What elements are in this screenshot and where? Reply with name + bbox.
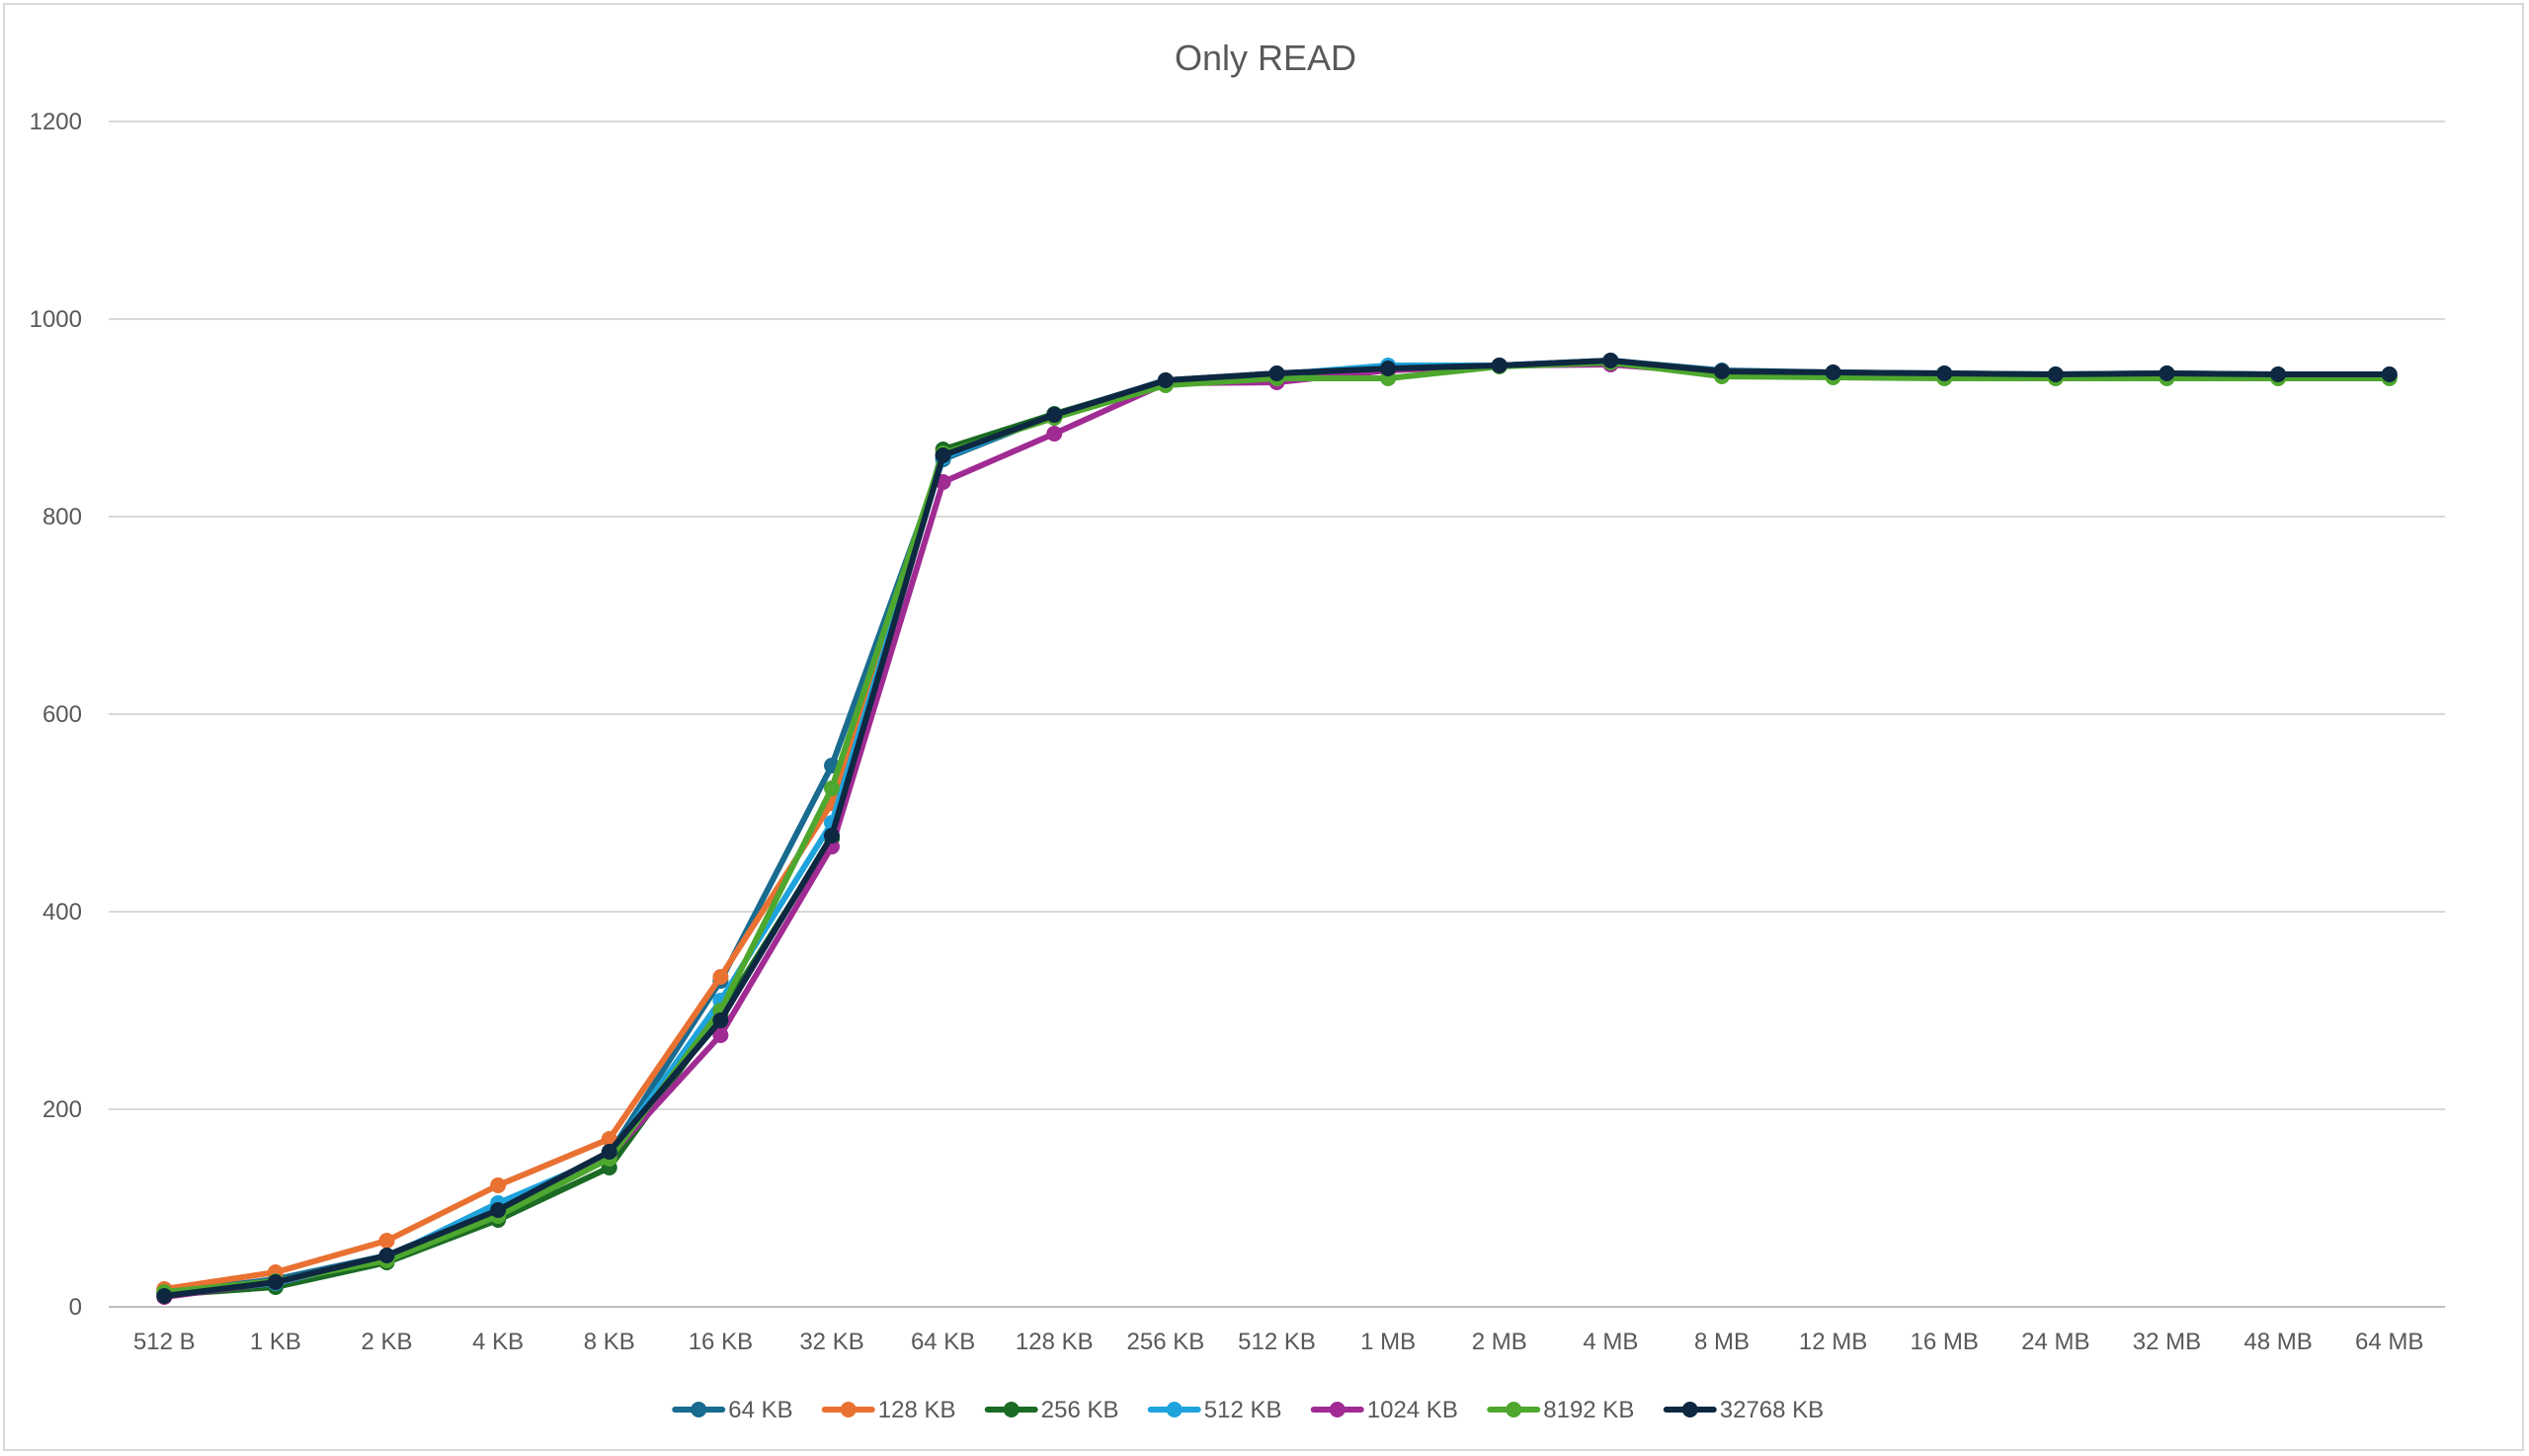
x-tick-label: 8 KB	[584, 1329, 635, 1355]
data-point	[156, 1288, 173, 1304]
legend-label: 64 KB	[728, 1397, 792, 1423]
series-line	[161, 358, 2393, 1296]
data-point	[712, 1012, 729, 1028]
data-point	[1491, 358, 1508, 373]
legend-item: 32768 KB	[1663, 1397, 1824, 1423]
y-tick-label: 600	[42, 701, 82, 728]
x-tick-label: 2 KB	[362, 1329, 413, 1355]
data-point	[2159, 365, 2175, 381]
data-point	[2047, 366, 2064, 382]
y-tick-label: 0	[69, 1294, 82, 1321]
y-axis-ticks: 0 200 400 600 800 1000 1200	[30, 109, 82, 1321]
data-point	[935, 447, 951, 463]
x-tick-label: 1 KB	[250, 1329, 301, 1355]
y-tick-label: 200	[42, 1096, 82, 1123]
data-point	[1936, 365, 1953, 381]
legend-item: 8192 KB	[1487, 1397, 1634, 1423]
x-tick-label: 512 B	[133, 1329, 196, 1355]
y-tick-label: 1000	[30, 306, 82, 333]
data-point	[2270, 366, 2287, 382]
series-line	[161, 358, 2393, 1299]
legend-swatch-marker	[691, 1402, 707, 1417]
legend-label: 32768 KB	[1720, 1397, 1824, 1423]
x-tick-label: 24 MB	[2021, 1329, 2089, 1355]
legend-label: 256 KB	[1041, 1397, 1119, 1423]
legend-item: 512 KB	[1147, 1397, 1282, 1423]
legend-item: 1024 KB	[1310, 1397, 1458, 1423]
x-tick-label: 16 MB	[1911, 1329, 1979, 1355]
data-point	[267, 1274, 284, 1290]
legend-item: 128 KB	[821, 1397, 956, 1423]
data-point	[1268, 365, 1285, 381]
data-point	[824, 828, 841, 844]
legend-swatch-marker	[1506, 1402, 1522, 1417]
series-line	[161, 360, 2393, 1295]
data-point	[1046, 426, 1063, 442]
gridlines	[109, 121, 2445, 1308]
legend-label: 512 KB	[1204, 1397, 1282, 1423]
data-point	[490, 1202, 507, 1218]
data-point	[824, 780, 841, 796]
legend-swatch-marker	[1166, 1402, 1183, 1417]
series-line	[161, 362, 2393, 1300]
x-tick-label: 4 KB	[472, 1329, 524, 1355]
x-tick-label: 12 MB	[1799, 1329, 1867, 1355]
legend-swatch-marker	[1003, 1402, 1020, 1417]
series-1024-kb	[156, 357, 2398, 1305]
data-point	[712, 969, 729, 985]
x-tick-label: 64 MB	[2355, 1329, 2423, 1355]
x-tick-label: 2 MB	[1472, 1329, 1527, 1355]
series-256-kb	[156, 354, 2398, 1303]
legend-swatch-marker	[1329, 1402, 1346, 1417]
data-point	[1602, 353, 1619, 368]
legend-swatch-marker	[840, 1402, 857, 1417]
x-tick-label: 4 MB	[1583, 1329, 1638, 1355]
x-tick-label: 1 MB	[1360, 1329, 1416, 1355]
legend-item: 64 KB	[672, 1397, 793, 1423]
series-8192-kb	[156, 355, 2398, 1300]
data-point	[1157, 372, 1174, 388]
x-axis-ticks: 512 B 1 KB 2 KB 4 KB 8 KB 16 KB 32 KB 64 KB 128 …	[133, 1329, 2423, 1355]
chart-frame: Only READ 0 200 400 600 800 1000 1200 512 B 1 K…	[3, 3, 2524, 1451]
data-point	[1713, 364, 1730, 379]
y-tick-label: 400	[42, 899, 82, 926]
legend-label: 8192 KB	[1543, 1397, 1634, 1423]
data-point	[601, 1144, 617, 1160]
y-tick-label: 800	[42, 504, 82, 530]
data-point	[1380, 361, 1397, 376]
series-64-kb	[156, 353, 2398, 1301]
series-line	[161, 358, 2393, 1297]
series-32768-kb	[156, 353, 2398, 1304]
data-point	[712, 1027, 729, 1043]
data-point	[2381, 366, 2398, 382]
series-line	[161, 359, 2393, 1292]
data-point	[378, 1248, 395, 1263]
data-point	[1825, 364, 1841, 380]
series-group	[156, 353, 2398, 1305]
chart-title: Only READ	[1175, 38, 1356, 78]
legend-label: 128 KB	[878, 1397, 956, 1423]
legend-swatch-marker	[1681, 1402, 1698, 1417]
line-chart: Only READ 0 200 400 600 800 1000 1200 512 B 1 K…	[30, 38, 2445, 1423]
series-line	[161, 359, 2393, 1298]
legend-item: 256 KB	[984, 1397, 1119, 1423]
data-point	[490, 1177, 507, 1193]
data-point	[1046, 407, 1063, 423]
x-tick-label: 8 MB	[1694, 1329, 1750, 1355]
x-tick-label: 256 KB	[1127, 1329, 1205, 1355]
x-tick-label: 512 KB	[1238, 1329, 1316, 1355]
y-tick-label: 1200	[30, 109, 82, 135]
series-512-kb	[156, 353, 2398, 1302]
legend-label: 1024 KB	[1367, 1397, 1458, 1423]
x-tick-label: 64 KB	[911, 1329, 975, 1355]
x-tick-label: 32 MB	[2133, 1329, 2201, 1355]
x-tick-label: 32 KB	[799, 1329, 863, 1355]
series-128-kb	[156, 354, 2398, 1297]
data-point	[378, 1233, 395, 1249]
x-tick-label: 128 KB	[1016, 1329, 1094, 1355]
x-tick-label: 16 KB	[689, 1329, 753, 1355]
x-tick-label: 48 MB	[2243, 1329, 2312, 1355]
legend: 64 KB 128 KB 256 KB 512 KB 1024 KB 8192 KB 327…	[672, 1397, 1824, 1423]
